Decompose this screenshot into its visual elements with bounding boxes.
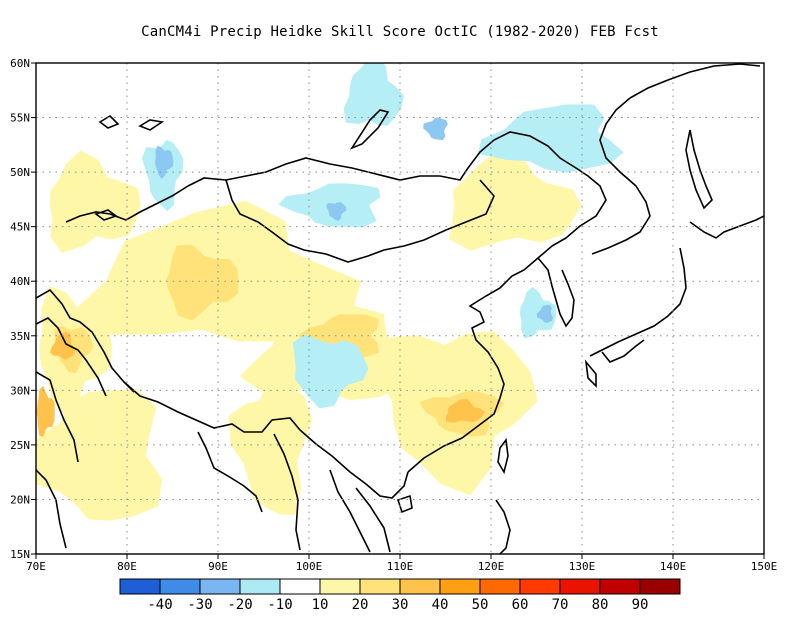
colorbar-label: 80 bbox=[592, 597, 609, 613]
lat-tick-label: 45N bbox=[10, 221, 30, 234]
colorbar-label: 40 bbox=[432, 597, 449, 613]
lat-lon-grid bbox=[36, 63, 764, 554]
skill-region--10--20 bbox=[292, 334, 369, 409]
skill-region-10-20 bbox=[449, 151, 582, 251]
colorbar-label: 90 bbox=[632, 597, 649, 613]
colorbar-cell bbox=[639, 578, 681, 595]
colorbar-cell bbox=[439, 578, 481, 595]
colorbar-label: 20 bbox=[352, 597, 369, 613]
colorbar-label: 30 bbox=[392, 597, 409, 613]
lon-tick-label: 120E bbox=[478, 560, 505, 573]
colorbar-cell bbox=[319, 578, 361, 595]
colorbar: -40 -30 -20 -10 10 20 30 40 50 60 70 80 90 bbox=[119, 578, 681, 613]
lat-tick-label: 15N bbox=[10, 548, 30, 561]
axis-ticks: 70E 80E 90E 100E 110E 120E 130E 140E 150E 15N 20N 2… bbox=[10, 57, 777, 573]
colorbar-label: -40 bbox=[147, 597, 172, 613]
skill-region-30-40 bbox=[36, 385, 55, 437]
lat-tick-label: 20N bbox=[10, 493, 30, 506]
skill-region-30-40 bbox=[50, 331, 76, 360]
lat-tick-label: 55N bbox=[10, 112, 30, 125]
skill-region-10-20 bbox=[228, 378, 313, 515]
lat-tick-label: 25N bbox=[10, 439, 30, 452]
colorbar-label: -30 bbox=[187, 597, 212, 613]
skill-region--10--20 bbox=[343, 63, 404, 126]
colorbar-cell bbox=[199, 578, 241, 595]
skill-region--20--30 bbox=[423, 117, 448, 140]
skill-region-20-30 bbox=[298, 314, 379, 358]
lat-tick-label: 35N bbox=[10, 330, 30, 343]
colorbar-cell bbox=[479, 578, 521, 595]
colorbar-cell bbox=[519, 578, 561, 595]
skill-region--20--30 bbox=[326, 202, 347, 221]
skill-region-30-40 bbox=[445, 399, 485, 423]
colorbar-cell bbox=[359, 578, 401, 595]
lon-tick-label: 100E bbox=[296, 560, 323, 573]
colorbar-label: 60 bbox=[512, 597, 529, 613]
colorbar-cell bbox=[599, 578, 641, 595]
colorbar-cell bbox=[279, 578, 321, 595]
colorbar-label: 50 bbox=[472, 597, 489, 613]
skill-region-10-20 bbox=[36, 389, 162, 521]
coastlines-and-borders bbox=[36, 63, 764, 554]
lat-tick-label: 30N bbox=[10, 384, 30, 397]
colorbar-label: 70 bbox=[552, 597, 569, 613]
skill-region--20--30 bbox=[536, 304, 553, 323]
lon-tick-label: 110E bbox=[387, 560, 414, 573]
skill-region--10--20 bbox=[519, 286, 557, 339]
lon-tick-label: 150E bbox=[751, 560, 778, 573]
colorbar-cell bbox=[399, 578, 441, 595]
colorbar-label: -10 bbox=[267, 597, 292, 613]
skill-region-10-20 bbox=[49, 150, 141, 253]
chart-title: CanCM4i Precip Heidke Skill Score OctIC … bbox=[141, 24, 659, 40]
colorbar-cell bbox=[159, 578, 201, 595]
skill-region--20--30 bbox=[155, 145, 174, 179]
skill-region-20-30 bbox=[165, 244, 239, 321]
lon-tick-label: 130E bbox=[569, 560, 596, 573]
colorbar-label: -20 bbox=[227, 597, 252, 613]
lon-tick-label: 80E bbox=[117, 560, 137, 573]
lat-tick-label: 60N bbox=[10, 57, 30, 70]
lat-tick-label: 50N bbox=[10, 166, 30, 179]
colorbar-cell bbox=[559, 578, 601, 595]
colorbar-cell bbox=[239, 578, 281, 595]
lon-tick-label: 70E bbox=[26, 560, 46, 573]
colorbar-label: 10 bbox=[312, 597, 329, 613]
skill-region--10--20 bbox=[477, 104, 624, 173]
colorbar-cell bbox=[119, 578, 161, 595]
skill-score-field bbox=[36, 63, 624, 521]
lon-tick-label: 90E bbox=[208, 560, 228, 573]
lon-tick-label: 140E bbox=[660, 560, 687, 573]
lat-tick-label: 40N bbox=[10, 275, 30, 288]
